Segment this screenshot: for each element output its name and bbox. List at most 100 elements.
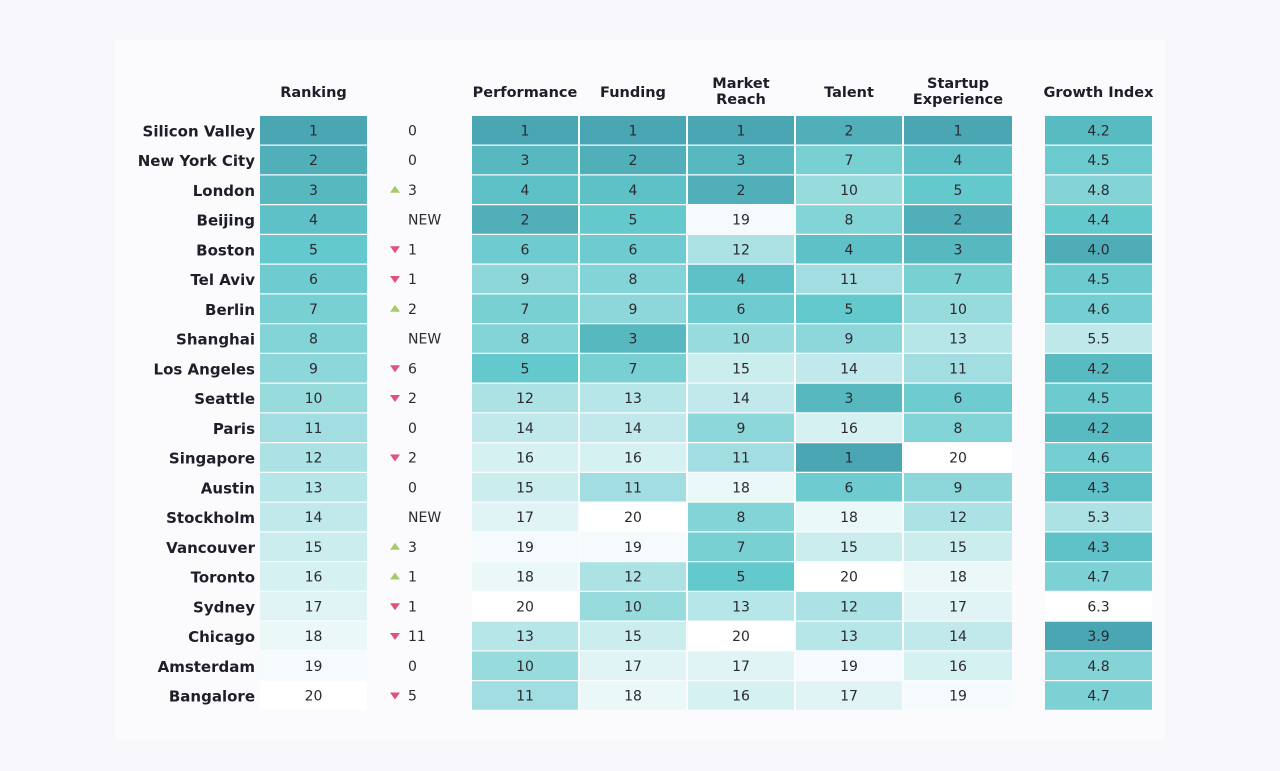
ranking-cell	[260, 592, 367, 621]
metric-value: 20	[949, 451, 967, 467]
growth-value: 4.5	[1087, 391, 1109, 407]
ranking-value: 19	[305, 659, 323, 675]
metric-cell	[796, 473, 902, 502]
rank-change-value: 0	[408, 123, 417, 139]
rank-change-value: 1	[408, 242, 417, 258]
row-label: Boston	[196, 241, 255, 259]
metric-cell	[472, 175, 578, 204]
row-label: Los Angeles	[154, 360, 256, 378]
metric-value: 10	[949, 302, 967, 318]
rank-up-arrow	[390, 304, 400, 312]
ranking-value: 5	[309, 242, 318, 258]
metric-cell	[580, 681, 686, 710]
metric-cell	[580, 473, 686, 502]
ranking-cell	[260, 383, 367, 413]
metric-cell	[796, 383, 902, 413]
metric-cell	[796, 294, 902, 323]
metric-value: 6	[845, 480, 854, 496]
metric-value: 12	[949, 510, 967, 526]
metric-value: 17	[624, 659, 642, 675]
row-label: Bangalore	[169, 688, 255, 706]
rank-change-value: 0	[408, 153, 417, 169]
metric-cell	[904, 383, 1012, 413]
metric-value: 13	[732, 599, 750, 615]
growth-cell	[1045, 116, 1152, 145]
growth-cell	[1045, 681, 1152, 710]
metric-value: 2	[521, 213, 530, 229]
metric-value: 10	[516, 659, 534, 675]
metric-cell	[688, 621, 794, 651]
metric-cell	[472, 383, 578, 413]
ranking-value: 2	[309, 153, 318, 169]
rank-up-arrow	[390, 572, 400, 580]
metric-value: 7	[954, 272, 963, 288]
metric-value: 11	[732, 451, 750, 467]
row-label: Silicon Valley	[143, 122, 256, 140]
ranking-value: 10	[305, 391, 323, 407]
heatmap-cells: 1 1 1 1 2 1 4.22 3 2 3 7 4 4.53 4 4 2 10 5 4.84 2 5 19 8 2 4.45 6…	[260, 116, 1152, 710]
metric-cell	[904, 175, 1012, 204]
rank-down-arrow	[390, 692, 400, 700]
metric-value: 12	[516, 391, 534, 407]
metric-value: 16	[840, 421, 858, 437]
metric-value: 17	[732, 659, 750, 675]
rank-up-arrow	[390, 542, 400, 550]
ranking-value: 12	[305, 451, 323, 467]
ranking-value: 18	[305, 629, 323, 645]
growth-value: 4.4	[1087, 213, 1109, 229]
growth-value: 5.3	[1087, 510, 1109, 526]
metric-value: 3	[737, 153, 746, 169]
metric-value: 2	[629, 153, 638, 169]
metric-value: 13	[840, 629, 858, 645]
metric-value: 19	[840, 659, 858, 675]
growth-cell	[1045, 413, 1152, 442]
growth-cell	[1045, 592, 1152, 621]
metric-cell	[688, 681, 794, 710]
ranking-cell	[260, 443, 367, 472]
rank-change-value: 2	[408, 391, 417, 407]
row-labels: Silicon Valley New York City London Beijing…	[138, 122, 256, 705]
metric-value: 7	[845, 153, 854, 169]
metric-value: 15	[624, 629, 642, 645]
metric-value: 1	[845, 451, 854, 467]
metric-value: 2	[954, 213, 963, 229]
rank-change-value: 0	[408, 421, 417, 437]
metric-cell	[796, 621, 902, 651]
metric-value: 8	[737, 510, 746, 526]
metric-cell	[472, 205, 578, 234]
metric-value: 9	[737, 421, 746, 437]
metric-cell	[472, 145, 578, 175]
metric-cell	[472, 651, 578, 680]
metric-value: 20	[840, 570, 858, 586]
metric-cell	[472, 681, 578, 710]
rank-change-value: 5	[408, 689, 417, 705]
ranking-cell	[260, 413, 367, 442]
metric-value: 15	[949, 540, 967, 556]
metric-value: 9	[954, 480, 963, 496]
metric-value: 7	[521, 302, 530, 318]
metric-cell	[904, 651, 1012, 680]
metric-value: 20	[732, 629, 750, 645]
metric-value: 8	[954, 421, 963, 437]
metric-cell	[580, 592, 686, 621]
metric-cell	[688, 532, 794, 561]
metric-value: 1	[629, 123, 638, 139]
metric-cell	[688, 324, 794, 353]
metric-cell	[580, 116, 686, 145]
metric-cell	[688, 264, 794, 294]
metric-value: 3	[954, 242, 963, 258]
growth-value: 4.5	[1087, 153, 1109, 169]
growth-value: 4.3	[1087, 540, 1109, 556]
metric-cell	[904, 116, 1012, 145]
metric-cell	[796, 651, 902, 680]
metric-value: 4	[845, 242, 854, 258]
ranking-value: 11	[305, 421, 323, 437]
metric-cell	[688, 651, 794, 680]
growth-value: 4.7	[1087, 570, 1109, 586]
metric-value: 12	[624, 570, 642, 586]
metric-cell	[580, 354, 686, 383]
metric-value: 19	[949, 689, 967, 705]
metric-value: 18	[840, 510, 858, 526]
metric-value: 6	[629, 242, 638, 258]
rank-down-arrow	[390, 365, 400, 373]
